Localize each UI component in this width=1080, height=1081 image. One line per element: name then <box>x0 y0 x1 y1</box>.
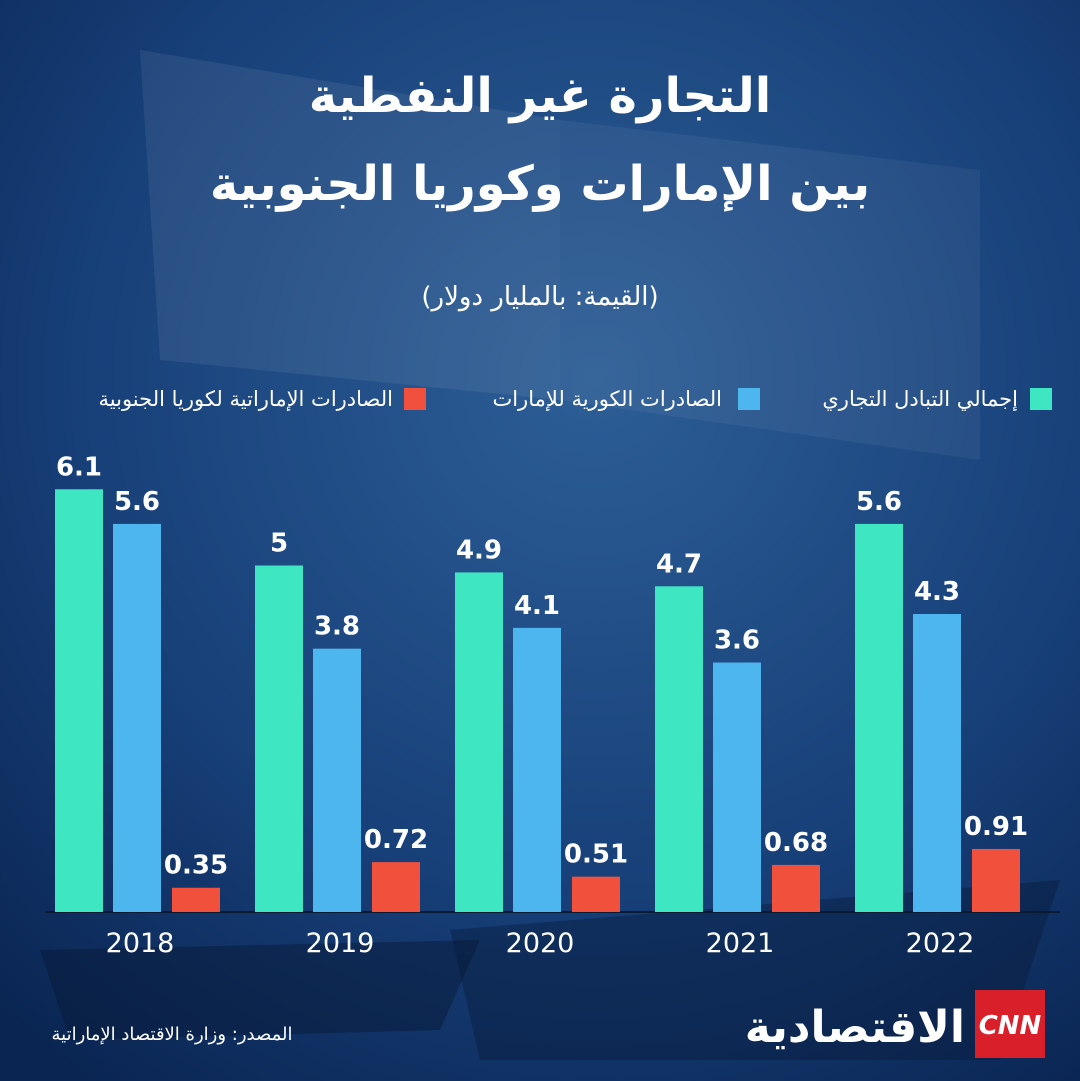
ship-shape <box>40 940 480 1040</box>
legend-swatch <box>738 388 760 410</box>
x-tick-label: 2020 <box>506 928 575 959</box>
legend-label: إجمالي التبادل التجاري <box>822 387 1018 412</box>
bar <box>513 627 561 912</box>
value-label: 5.6 <box>114 487 160 517</box>
chart-subtitle: (القيمة: بالمليار دولار) <box>421 282 658 312</box>
value-label: 0.35 <box>164 851 228 881</box>
bar <box>255 565 303 912</box>
ship-shape <box>450 880 1060 1060</box>
source: المصدر: وزارة الاقتصاد الإماراتية <box>52 1024 293 1045</box>
value-label: 3.6 <box>714 626 760 656</box>
x-tick-label: 2021 <box>706 928 775 959</box>
bar <box>655 586 703 912</box>
logo-box <box>975 990 1045 1058</box>
legend-label: الصادرات الإماراتية لكوريا الجنوبية <box>99 387 393 411</box>
legend-swatch <box>1030 388 1052 410</box>
bar <box>313 648 361 912</box>
bar <box>455 572 503 912</box>
brand: الاقتصادية <box>745 1002 965 1053</box>
chart-title: التجارة غير النفطية <box>309 68 771 124</box>
bar <box>913 614 961 912</box>
bar <box>572 876 620 912</box>
bar <box>772 864 820 912</box>
value-label: 4.1 <box>514 591 560 621</box>
value-label: 5 <box>270 529 288 559</box>
flag-shape <box>140 50 560 400</box>
bar <box>713 662 761 912</box>
flag-shape <box>560 120 980 460</box>
bar <box>855 523 903 912</box>
bar <box>172 887 220 912</box>
bar <box>372 862 420 912</box>
chart-title: بين الإمارات وكوريا الجنوبية <box>210 156 870 212</box>
legend-label: الصادرات الكورية للإمارات <box>492 387 722 411</box>
value-label: 0.91 <box>964 812 1028 842</box>
value-label: 4.3 <box>914 577 960 607</box>
value-label: 6.1 <box>56 452 102 482</box>
value-label: 0.51 <box>564 840 628 870</box>
x-tick-label: 2019 <box>306 928 375 959</box>
value-label: 4.9 <box>456 535 502 565</box>
bar <box>113 523 161 912</box>
value-label: 0.72 <box>364 825 428 855</box>
bar <box>972 848 1020 912</box>
x-tick-label: 2018 <box>106 928 175 959</box>
value-label: 0.68 <box>764 828 828 858</box>
value-label: 3.8 <box>314 612 360 642</box>
value-label: 5.6 <box>856 487 902 517</box>
x-tick-label: 2022 <box>906 928 975 959</box>
bar <box>55 489 103 912</box>
value-label: 4.7 <box>656 549 702 579</box>
logo: CNN <box>979 1011 1042 1041</box>
legend-swatch <box>404 388 426 410</box>
